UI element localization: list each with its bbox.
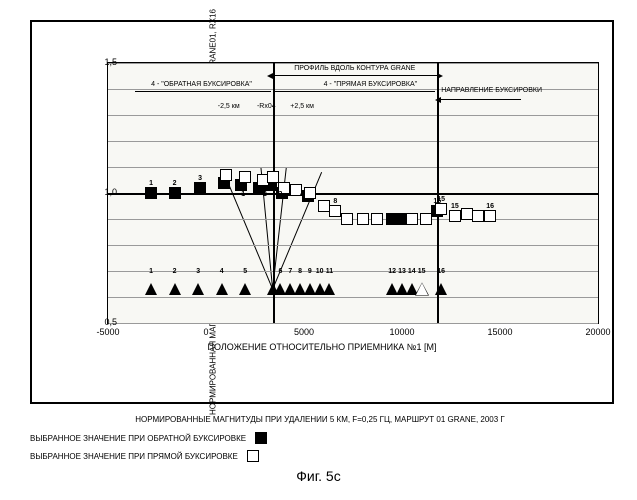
x-tick: 15000 (487, 327, 512, 337)
marker-hollow (371, 213, 383, 225)
anno-reverse-tow: 4 - "ОБРАТНАЯ БУКСИРОВКА" (151, 81, 252, 88)
triangle-label: 15 (418, 268, 426, 275)
triangle-label: 1 (149, 268, 153, 275)
legend-marker-hollow (247, 450, 259, 462)
marker-hollow (461, 208, 473, 220)
legend-label-forward: ВЫБРАННОЕ ЗНАЧЕНИЕ ПРИ ПРЯМОЙ БУКСИРОВКЕ (30, 452, 238, 461)
marker-filled (145, 187, 157, 199)
marker-label: 1 (149, 180, 153, 187)
triangle-label: 13 (398, 268, 406, 275)
marker-label: 16 (486, 203, 494, 210)
anno-profile: ПРОФИЛЬ ВДОЛЬ КОНТУРА GRANE (294, 65, 415, 72)
marker-hollow (420, 213, 432, 225)
figure-label: Фиг. 5c (0, 468, 637, 484)
marker-filled (169, 187, 181, 199)
marker-triangle (435, 283, 447, 295)
marker-hollow (341, 213, 353, 225)
y-tick: 0,5 (104, 317, 117, 327)
marker-triangle (239, 283, 251, 295)
marker-triangle (169, 283, 181, 295)
marker-triangle-hollow-fill (416, 283, 428, 295)
grid-h (108, 271, 598, 272)
triangle-label: 14 (408, 268, 416, 275)
x-tick: 0 (203, 327, 208, 337)
profile-range-arrow (273, 75, 438, 76)
triangle-label: 6 (279, 268, 283, 275)
marker-hollow (220, 169, 232, 181)
triangle-label: 5 (243, 268, 247, 275)
triangle-label: 4 (220, 268, 224, 275)
grid-h (108, 245, 598, 246)
chart-caption: НОРМИРОВАННЫЕ МАГНИТУДЫ ПРИ УДАЛЕНИИ 5 К… (30, 415, 610, 424)
grid-h (108, 63, 598, 64)
grid-h (108, 193, 598, 195)
legend-marker-filled (255, 432, 267, 444)
legend-row-forward: ВЫБРАННОЕ ЗНАЧЕНИЕ ПРИ ПРЯМОЙ БУКСИРОВКЕ (30, 450, 259, 462)
marker-triangle (216, 283, 228, 295)
direction-arrow (441, 99, 521, 100)
anno-minus25: -2,5 км (218, 103, 240, 110)
marker-hollow (406, 213, 418, 225)
marker-hollow (267, 171, 279, 183)
triangle-label: 8 (298, 268, 302, 275)
marker-hollow (472, 210, 484, 222)
marker-label: 15 (451, 203, 459, 210)
triangle-label: 2 (173, 268, 177, 275)
y-tick: 1,0 (104, 187, 117, 197)
triangle-label: 12 (388, 268, 396, 275)
y-tick: 1,5 (104, 57, 117, 67)
grid-h (108, 323, 598, 324)
marker-hollow (484, 210, 496, 222)
anno-plus25: +2,5 км (290, 103, 314, 110)
anno-direction: НАПРАВЛЕНИЕ БУКСИРОВКИ (441, 87, 542, 94)
marker-hollow (329, 205, 341, 217)
x-tick: 10000 (389, 327, 414, 337)
marker-filled (194, 182, 206, 194)
marker-triangle (192, 283, 204, 295)
x-axis-label: ПОЛОЖЕНИЕ ОТНОСИТЕЛЬНО ПРИЕМНИКА №1 [М] (32, 342, 612, 352)
triangle-label: 9 (308, 268, 312, 275)
anno-forward-tow: 4 - "ПРЯМАЯ БУКСИРОВКА" (324, 81, 418, 88)
grid-h (108, 141, 598, 142)
v-line-label: 1 (241, 191, 245, 198)
marker-label: 2 (173, 180, 177, 187)
plot-area: -500005000100001500020000ПРОФИЛЬ ВДОЛЬ К… (107, 62, 599, 324)
triangle-label: 3 (196, 268, 200, 275)
x-tick: 5000 (294, 327, 314, 337)
marker-label: 15 (437, 196, 445, 203)
marker-triangle (145, 283, 157, 295)
marker-hollow (318, 200, 330, 212)
marker-label: 3 (198, 175, 202, 182)
triangle-label: 7 (288, 268, 292, 275)
marker-hollow (449, 210, 461, 222)
tow-range-mark (275, 91, 436, 92)
tow-range-mark (135, 91, 270, 92)
x-tick: 20000 (585, 327, 610, 337)
marker-hollow (239, 171, 251, 183)
marker-hollow (357, 213, 369, 225)
marker-hollow (435, 203, 447, 215)
chart-outer-frame: НОРМИРОВАННАЯ МАГНИТУДА ПРОВЕДЕНИЕ ЭЛЕКТ… (30, 20, 614, 404)
marker-triangle (323, 283, 335, 295)
marker-label: 8 (333, 198, 337, 205)
x-tick: -5000 (96, 327, 119, 337)
v-line-label: 4 (300, 191, 304, 198)
legend-row-reverse: ВЫБРАННОЕ ЗНАЧЕНИЕ ПРИ ОБРАТНОЙ БУКСИРОВ… (30, 432, 267, 444)
triangle-label: 10 (316, 268, 324, 275)
grid-h (108, 115, 598, 116)
grid-h (108, 167, 598, 168)
anno-rx04: -Rx04 (257, 103, 276, 110)
grid-h (108, 297, 598, 298)
v-line-label: 3 (279, 191, 283, 198)
triangle-label: 11 (326, 268, 333, 275)
v-line-label: 2 (263, 191, 267, 198)
legend-label-reverse: ВЫБРАННОЕ ЗНАЧЕНИЕ ПРИ ОБРАТНОЙ БУКСИРОВ… (30, 434, 246, 443)
triangle-label: 16 (437, 268, 445, 275)
marker-hollow (304, 187, 316, 199)
